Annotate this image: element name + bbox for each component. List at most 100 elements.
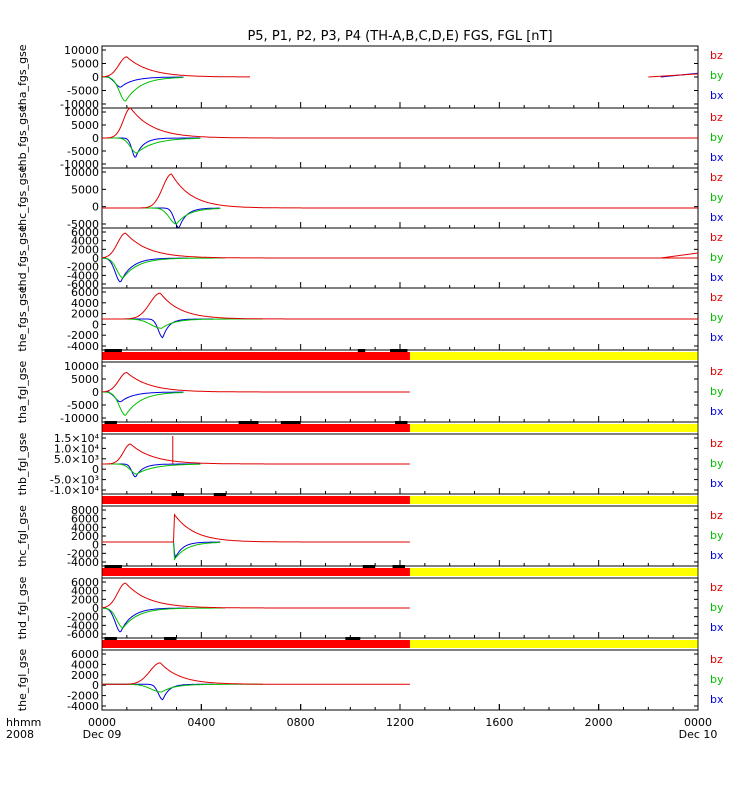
mode-bar-fast — [102, 424, 410, 432]
mode-bar-slow — [409, 352, 698, 360]
ylabel: thc_fgs_gse — [16, 166, 29, 231]
ytick-label: 10000 — [64, 360, 99, 373]
xtick-label: 2000 — [585, 716, 613, 729]
mode-bar-gap — [362, 565, 376, 568]
ytick-label: 0 — [92, 201, 99, 214]
legend-by: by — [710, 457, 724, 470]
mode-bar-slow — [409, 424, 698, 432]
series-line-by — [102, 318, 263, 329]
ytick-label: 0 — [92, 539, 99, 552]
mode-bar-gap — [104, 421, 117, 424]
panel-frame — [101, 45, 699, 109]
ytick-label: 8000 — [71, 504, 99, 517]
series-line-by — [102, 541, 221, 561]
series-line-bx — [102, 318, 214, 339]
ylabel: thb_fgl_gse — [16, 432, 29, 495]
legend-bz: bz — [710, 291, 723, 304]
legend-bz: bz — [710, 231, 723, 244]
ytick-label: -2000 — [67, 611, 99, 624]
ytick-label: 0 — [92, 71, 99, 84]
series-line-bx — [101, 607, 189, 633]
series-line-by — [102, 463, 201, 475]
series-line-bz — [102, 107, 698, 139]
ytick-label: -5.0×10³ — [50, 474, 99, 487]
mode-bar — [101, 349, 699, 363]
ytick-label: 6000 — [71, 286, 99, 299]
legend-bx: bx — [710, 151, 724, 164]
series-line-bz — [102, 292, 698, 320]
plot-title: P5, P1, P2, P3, P4 (TH-A,B,C,D,E) FGS, F… — [247, 29, 552, 44]
ytick-label: 10000 — [64, 166, 99, 179]
xaxis-label-year: 2008 — [6, 728, 34, 741]
series-line-by — [102, 607, 226, 629]
legend-bx: bx — [710, 621, 724, 634]
mode-bar-gap — [280, 421, 301, 424]
series-tail-bz — [660, 252, 699, 259]
ylabel: thd_fgs_gse — [16, 225, 29, 291]
xtick-label: 1200 — [386, 716, 414, 729]
ytick-label: -4000 — [67, 619, 99, 632]
ytick-label: 10000 — [64, 106, 99, 119]
ytick-label: -10000 — [60, 158, 99, 171]
ytick-label: 4000 — [71, 658, 99, 671]
series-line-by — [102, 257, 226, 279]
ylabel: the_fgs_gse — [16, 286, 29, 351]
ytick-label: -5000 — [67, 218, 99, 231]
legend-by: by — [710, 529, 724, 542]
mode-bar-gap — [171, 493, 184, 496]
mode-bar — [101, 637, 699, 651]
panel-frame — [101, 505, 699, 567]
ylabel: thc_fgl_gse — [16, 505, 29, 567]
series-line-bx — [101, 257, 189, 283]
ytick-label: -2000 — [67, 547, 99, 560]
series-line-bz — [102, 513, 410, 543]
xaxis-label-hhmm: hhmm — [6, 716, 41, 729]
xtick-label: 0800 — [287, 716, 315, 729]
legend-bz: bz — [710, 171, 723, 184]
ytick-label: -5000 — [67, 85, 99, 98]
legend-bz: bz — [710, 581, 723, 594]
ytick-label: 5000 — [71, 373, 99, 386]
mode-bar-gap — [392, 565, 405, 568]
series-line-bz — [101, 371, 410, 393]
ytick-label: -2000 — [67, 690, 99, 703]
mode-bar-slow — [409, 496, 698, 504]
ytick-label: -1.0×10⁴ — [50, 484, 100, 497]
legend-by: by — [710, 251, 724, 264]
legend-by: by — [710, 673, 724, 686]
ytick-label: 5000 — [71, 58, 99, 71]
mode-bar-gap — [164, 637, 177, 640]
mode-bar-gap — [213, 493, 227, 496]
mode-bar-fast — [102, 568, 410, 576]
series-line-bz — [102, 173, 698, 209]
mode-bar-slow — [409, 568, 698, 576]
legend-by: by — [710, 69, 724, 82]
ylabel: the_fgl_gse — [16, 649, 29, 712]
mode-bar-fast — [102, 496, 410, 504]
ytick-label: -10000 — [60, 98, 99, 111]
ytick-label: 0 — [92, 602, 99, 615]
xtick-label: 1600 — [485, 716, 513, 729]
mode-bar-fast — [102, 352, 410, 360]
ytick-label: 5.0×10³ — [54, 453, 99, 466]
ytick-label: -4000 — [67, 556, 99, 569]
legend-bx: bx — [710, 89, 724, 102]
xdate-label: Dec 09 — [83, 728, 122, 741]
mode-bar-gap — [104, 565, 122, 568]
series-line-bx — [102, 463, 201, 478]
ytick-label: 0 — [92, 252, 99, 265]
mode-bar-group — [101, 349, 699, 651]
legend-bz: bz — [710, 509, 723, 522]
series-line-bz — [101, 582, 410, 609]
ytick-label: 6000 — [71, 226, 99, 239]
panel-thc_fgs_gse: 10000 5000 0 -5000 thc_fgs_gse bz by bx — [16, 166, 724, 231]
legend-bx: bx — [710, 331, 724, 344]
ytick-label: 0 — [92, 318, 99, 331]
mode-bar-gap — [357, 349, 366, 352]
ytick-label: -6000 — [67, 628, 99, 641]
ylabel: tha_fgl_gse — [16, 361, 29, 424]
